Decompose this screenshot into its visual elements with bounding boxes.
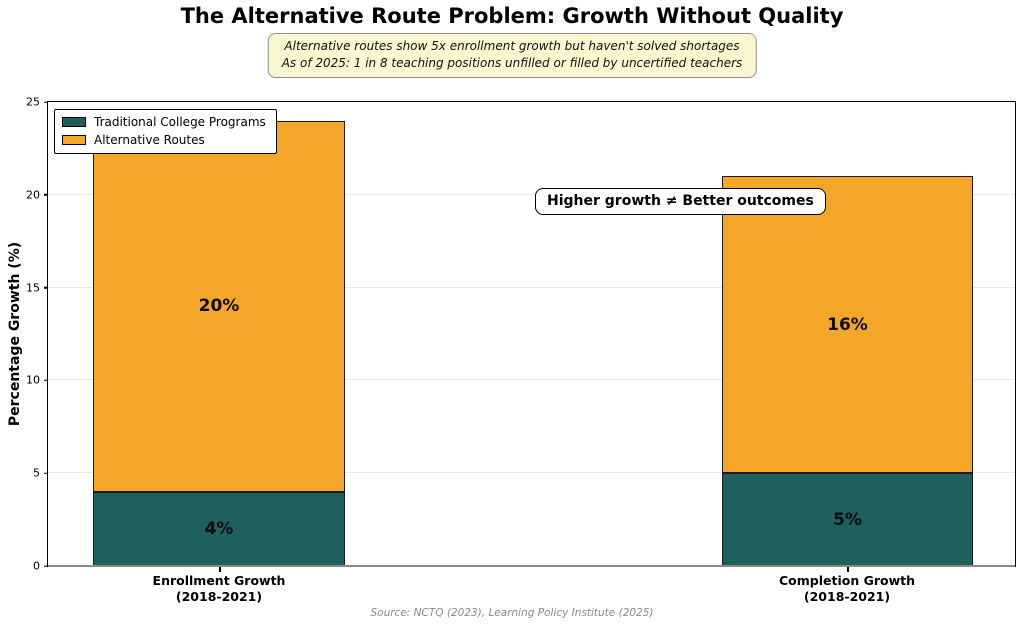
y-tick-label: 10 xyxy=(26,373,40,387)
y-tick-label: 25 xyxy=(26,95,40,109)
y-tick-mark xyxy=(44,286,48,289)
chart-title: The Alternative Route Problem: Growth Wi… xyxy=(180,4,844,28)
bar-enrollment-growth: 20% 4% xyxy=(93,102,345,566)
bar-segment-alternative-enrollment: 20% xyxy=(93,120,345,492)
legend-label: Alternative Routes xyxy=(94,133,205,147)
y-tick-mark xyxy=(44,101,48,103)
zero-baseline xyxy=(48,565,1015,567)
gridline xyxy=(48,472,1015,474)
y-tick-label: 15 xyxy=(26,281,40,295)
y-tick-label: 20 xyxy=(26,188,40,202)
bar-segment-traditional-enrollment: 4% xyxy=(93,491,345,566)
bar-completion-growth: 16% 5% xyxy=(722,102,973,566)
bar-value-label: 4% xyxy=(204,518,234,539)
gridline xyxy=(48,193,1015,195)
subtitle-line-1: Alternative routes show 5x enrollment gr… xyxy=(284,39,740,53)
legend: Traditional College Programs Alternative… xyxy=(54,109,277,154)
x-category-label-enrollment: Enrollment Growth (2018-2021) xyxy=(152,573,286,605)
y-tick-label: 0 xyxy=(33,559,40,573)
source-text: Source: NCTQ (2023), Learning Policy Ins… xyxy=(370,607,654,619)
bar-value-label: 5% xyxy=(833,509,862,530)
plot-area: 20% 4% 16% 5% Higher growth ≠ Better out… xyxy=(26,97,1016,572)
y-tick-mark xyxy=(44,565,48,567)
y-tick-mark xyxy=(44,379,48,382)
y-axis-label: Percentage Growth (%) xyxy=(7,241,23,427)
legend-item-traditional: Traditional College Programs xyxy=(62,115,266,129)
y-tick-label: 5 xyxy=(33,466,40,480)
bar-value-label: 20% xyxy=(198,296,240,317)
annotation-box: Higher growth ≠ Better outcomes xyxy=(535,188,826,215)
subtitle-line-2: As of 2025: 1 in 8 teaching positions un… xyxy=(281,56,743,71)
bar-segment-alternative-completion: 16% xyxy=(722,176,973,474)
legend-swatch-traditional xyxy=(62,117,86,127)
gridline xyxy=(48,379,1015,381)
x-category-label-completion: Completion Growth (2018-2021) xyxy=(778,573,916,605)
bar-segment-traditional-completion: 5% xyxy=(722,473,973,566)
gridline xyxy=(48,286,1015,288)
x-tick-mark xyxy=(847,567,849,572)
x-tick-mark xyxy=(219,567,221,572)
subtitle-box: Alternative routes show 5x enrollment gr… xyxy=(267,33,757,78)
legend-label: Traditional College Programs xyxy=(94,115,266,129)
y-tick-mark xyxy=(44,472,48,474)
legend-item-alternative: Alternative Routes xyxy=(62,133,266,147)
legend-swatch-alternative xyxy=(62,135,86,145)
y-tick-mark xyxy=(44,194,48,196)
bar-value-label: 16% xyxy=(827,314,868,335)
